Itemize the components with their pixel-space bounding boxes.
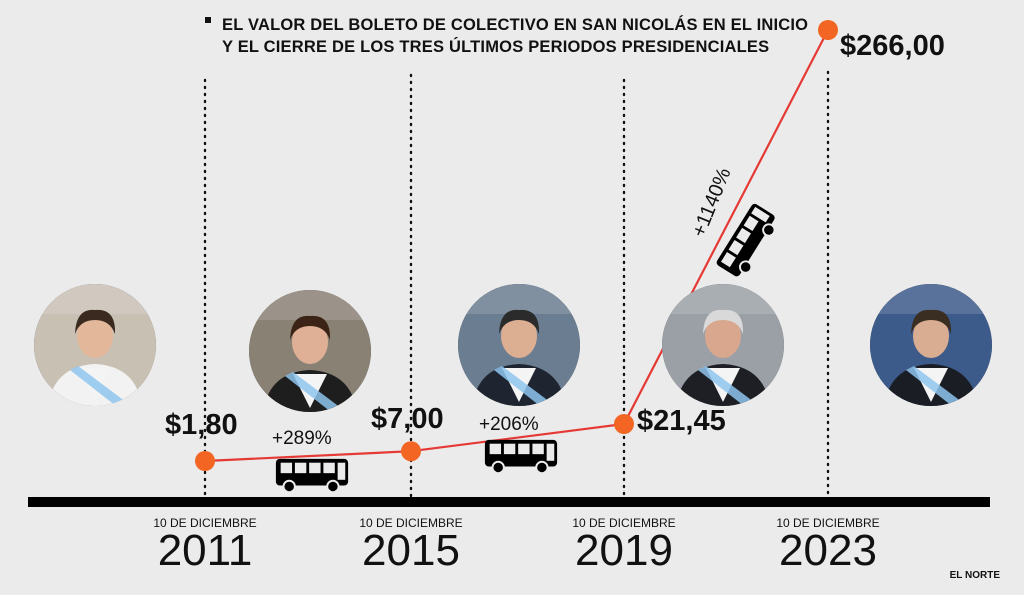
date-label-2019: 10 DE DICIEMBRE (572, 516, 676, 530)
year-label-2023: 2023 (779, 526, 877, 575)
value-label-2011: $1,80 (165, 409, 238, 441)
value-label-2019: $21,45 (637, 405, 726, 437)
credit: EL NORTE (949, 570, 1000, 581)
president-portrait (870, 284, 992, 406)
year-label-2019: 2019 (575, 526, 673, 575)
data-point-2019 (614, 414, 634, 434)
title-line-1: EL VALOR DEL BOLETO DE COLECTIVO EN SAN … (222, 16, 809, 34)
title-line-2: Y EL CIERRE DE LOS TRES ÚLTIMOS PERIODOS… (222, 38, 770, 56)
value-label-2023: $266,00 (840, 30, 945, 62)
president-portrait (249, 290, 371, 412)
date-label-2023: 10 DE DICIEMBRE (776, 516, 880, 530)
data-point-2023 (818, 20, 838, 40)
year-label-2011: 2011 (157, 526, 253, 575)
data-point-2011 (195, 451, 215, 471)
title-bullet (205, 17, 211, 23)
bus-icon (712, 199, 790, 288)
president-portrait (458, 284, 580, 406)
date-label-2011: 10 DE DICIEMBRE (153, 516, 257, 530)
bus-icon (481, 438, 561, 481)
change-label-2: +206% (479, 414, 539, 435)
x-axis-baseline (28, 497, 990, 507)
date-label-2015: 10 DE DICIEMBRE (359, 516, 463, 530)
series-line (204, 29, 829, 463)
year-label-2015: 2015 (362, 526, 460, 575)
change-label-1: +289% (272, 428, 332, 449)
president-portrait (662, 284, 784, 406)
value-label-2015: $7,00 (371, 403, 444, 435)
data-point-2015 (401, 441, 421, 462)
chart-title: EL VALOR DEL BOLETO DE COLECTIVO EN SAN … (222, 14, 808, 58)
president-portrait (34, 284, 156, 406)
bus-icon (272, 457, 352, 500)
